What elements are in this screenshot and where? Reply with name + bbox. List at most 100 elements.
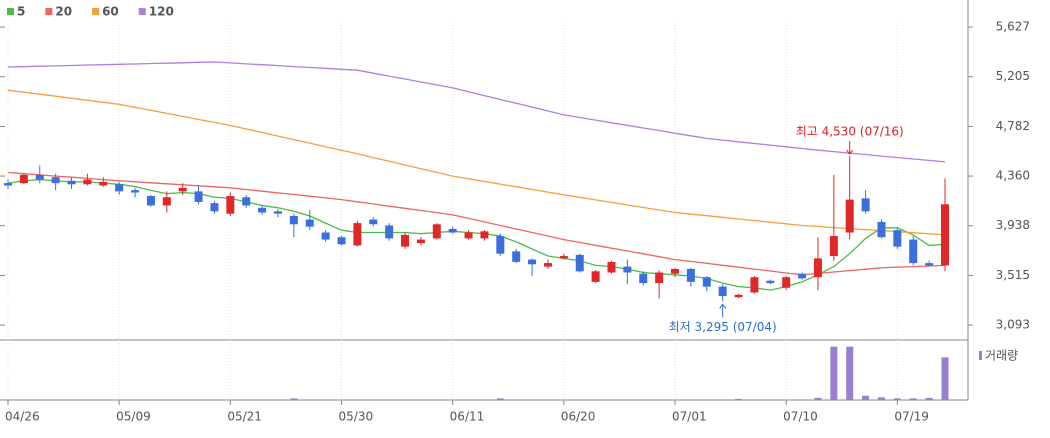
candle-body (496, 236, 505, 254)
volume-bar (909, 398, 917, 400)
candle-body (99, 181, 108, 186)
x-tick-label: 04/26 (5, 410, 40, 424)
y-tick-label: 3,515 (996, 268, 1030, 282)
candle-body (480, 231, 489, 239)
candle-body (909, 239, 918, 264)
volume-bar (782, 399, 790, 400)
candle-body (194, 191, 203, 202)
volume-bar (766, 399, 774, 400)
volume-bar (385, 399, 393, 400)
volume-bar (576, 399, 584, 400)
moving-average-line (7, 89, 946, 236)
x-tick-label: 05/09 (116, 410, 151, 424)
volume-bar (465, 399, 473, 400)
candle-body (19, 174, 28, 184)
legend-label: 120 (149, 5, 174, 19)
legend-label: 5 (17, 5, 25, 19)
volume-bar (306, 399, 314, 400)
y-tick-label: 3,093 (996, 318, 1030, 332)
x-tick-label: 05/21 (227, 410, 262, 424)
candle-body (51, 177, 60, 184)
volume-bar (52, 399, 60, 400)
volume-bar (512, 399, 520, 400)
candle-body (861, 198, 870, 212)
volume-bar (338, 399, 346, 400)
volume-bar (115, 399, 123, 400)
candle-body (575, 254, 584, 272)
volume-bar (83, 399, 91, 400)
volume-bar (4, 399, 12, 400)
low-annotation: 최저 3,295 (07/04) (669, 320, 777, 334)
volume-bar (449, 399, 457, 400)
volume-bar (179, 399, 187, 400)
candle-body (559, 256, 568, 259)
volume-bar (877, 397, 885, 400)
volume-bar (210, 399, 218, 400)
candle-body (337, 237, 346, 245)
volume-bar (20, 399, 28, 400)
volume-bar (496, 398, 504, 400)
volume-bar (941, 357, 949, 400)
y-tick-label: 3,938 (996, 218, 1030, 232)
x-tick-label: 07/19 (894, 410, 929, 424)
candle-body (512, 251, 521, 262)
legend-swatch (45, 8, 53, 15)
x-tick-label: 06/11 (450, 410, 485, 424)
candle-body (162, 197, 171, 206)
y-tick-label: 4,782 (996, 119, 1030, 133)
candle-body (131, 190, 140, 193)
candle-body (242, 197, 251, 206)
candle-body (353, 223, 362, 246)
candle-body (702, 277, 711, 287)
volume-bar (322, 399, 330, 400)
candle-body (448, 228, 457, 233)
volume-bar (226, 399, 234, 400)
low-arrowhead (719, 303, 727, 309)
volume-bar (798, 399, 806, 400)
candle-body (226, 196, 235, 214)
candle-body (671, 268, 680, 274)
y-tick-label: 5,205 (996, 69, 1030, 83)
volume-bar (99, 399, 107, 400)
candle-body (925, 263, 934, 266)
candle-body (543, 263, 552, 267)
candle-body (718, 286, 727, 297)
candle-body (893, 230, 902, 247)
volume-bar (131, 399, 139, 400)
volume-bar (401, 399, 409, 400)
volume-bar (36, 399, 44, 400)
candle-body (416, 239, 425, 244)
volume-bar (719, 399, 727, 400)
candle-body (178, 187, 187, 192)
volume-legend-label: 거래량 (985, 349, 1018, 363)
candle-body (67, 180, 76, 185)
volume-bar (687, 399, 695, 400)
candle-body (591, 271, 600, 282)
legend-label: 20 (55, 5, 72, 19)
moving-average-line (7, 171, 946, 276)
high-annotation: 최고 4,530 (07/16) (796, 125, 904, 139)
volume-bar (592, 399, 600, 400)
volume-bar (353, 399, 361, 400)
candle-body (464, 232, 473, 239)
candle-body (273, 211, 282, 214)
volume-bar (480, 399, 488, 400)
candle-body (782, 277, 791, 288)
volume-bar (147, 399, 155, 400)
candle-body (385, 225, 394, 239)
volume-bar (163, 399, 171, 400)
volume-bar (846, 346, 854, 400)
candle-body (35, 174, 44, 180)
candle-body (845, 199, 854, 233)
candle-body (941, 204, 949, 266)
volume-bar (290, 398, 298, 400)
volume-bar (671, 399, 679, 400)
candle-body (210, 203, 219, 212)
volume-bar (560, 399, 568, 400)
candle-body (258, 207, 267, 213)
candle-body (401, 234, 410, 247)
volume-bar (750, 399, 758, 400)
candle-body (829, 236, 838, 257)
